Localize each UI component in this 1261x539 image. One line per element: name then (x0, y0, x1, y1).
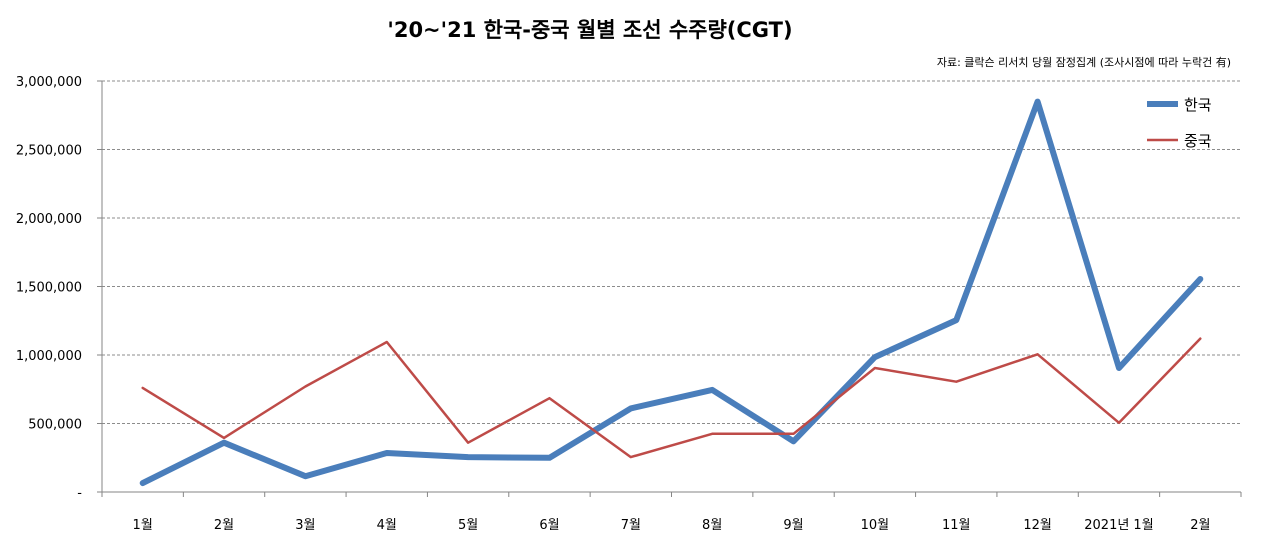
series-lines (139, 98, 1204, 487)
data-point (874, 357, 875, 358)
x-tick-label: 2021년 1월 (1084, 518, 1153, 533)
data-point (305, 386, 306, 387)
x-tick-label: 8월 (702, 518, 722, 533)
data-point (1200, 278, 1201, 279)
data-point (1118, 422, 1119, 423)
data-point (142, 387, 143, 388)
x-tick-label: 1월 (133, 518, 153, 533)
x-tick-label: 11월 (942, 518, 971, 533)
data-point (956, 381, 957, 382)
y-tick-label: 2,500,000 (16, 144, 82, 159)
y-tick-label: - (77, 486, 82, 501)
data-point (793, 441, 794, 442)
data-point (468, 457, 469, 458)
grid-lines (102, 80, 1241, 424)
x-tick-label: 10월 (861, 518, 890, 533)
data-point (874, 368, 875, 369)
x-tick-label: 3월 (295, 518, 315, 533)
y-tick-label: 3,000,000 (16, 75, 82, 90)
data-point (224, 437, 225, 438)
y-tick-label: 1,500,000 (16, 281, 82, 296)
data-point (549, 398, 550, 399)
data-point (1037, 354, 1038, 355)
source-note: 자료: 클락슨 리서치 당월 잠정집계 (조사시점에 따라 누락건 有) (936, 56, 1231, 69)
x-tick-label: 12월 (1023, 518, 1052, 533)
x-tick-label: 5월 (458, 518, 478, 533)
data-point (224, 442, 225, 443)
data-point (549, 457, 550, 458)
data-point (1037, 101, 1038, 102)
data-point (305, 476, 306, 477)
y-tick-label: 2,000,000 (16, 212, 82, 227)
data-point (956, 320, 957, 321)
data-point (386, 452, 387, 453)
x-tick-label: 6월 (539, 518, 559, 533)
x-tick-label: 2월 (1190, 518, 1210, 533)
data-point (712, 433, 713, 434)
series-line-2 (141, 337, 1202, 459)
chart-title: '20~'21 한국-중국 월별 조선 수주량(CGT) (387, 18, 793, 42)
x-axis-ticks: 1월 2월 3월 4월 5월 6월 7월 8월 9월 10월 11월 12월 2021년 1월 2월 (101, 492, 1242, 533)
x-tick-label: 7월 (621, 518, 641, 533)
data-point (630, 457, 631, 458)
data-point (1118, 368, 1119, 369)
data-point (793, 433, 794, 434)
data-point (468, 442, 469, 443)
data-point (630, 408, 631, 409)
data-point (386, 341, 387, 342)
x-tick-label: 4월 (377, 518, 397, 533)
data-point (712, 389, 713, 390)
y-tick-label: 500,000 (28, 418, 82, 433)
y-axis-ticks: - 500,000 1,000,000 1,500,000 2,000,000 2,500… (16, 75, 102, 501)
x-tick-label: 2월 (214, 518, 234, 533)
data-point (142, 483, 143, 484)
legend-label: 한국 (1184, 96, 1212, 114)
series-line-1 (139, 98, 1204, 487)
x-tick-label: 9월 (783, 518, 803, 533)
data-point (1200, 338, 1201, 339)
legend-label: 중국 (1184, 132, 1212, 150)
y-tick-label: 1,000,000 (16, 349, 82, 364)
